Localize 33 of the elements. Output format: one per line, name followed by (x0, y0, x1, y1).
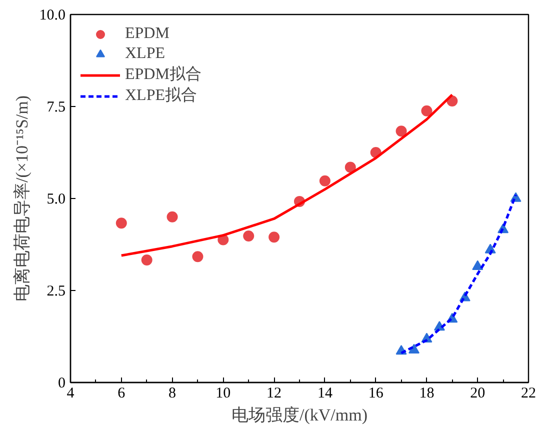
y-tick-label: 7.5 (46, 100, 66, 116)
y-tick-label: 10.0 (39, 8, 66, 24)
point (243, 230, 254, 242)
point (192, 251, 204, 262)
point (472, 260, 484, 270)
x-tick-label: 20 (470, 386, 486, 402)
point (344, 162, 356, 173)
y-tick-label: 0 (58, 376, 66, 392)
x-tick-label: 22 (521, 386, 536, 402)
x-tick-label: 14 (317, 386, 333, 402)
point (166, 211, 178, 222)
x-tick-label: 16 (368, 386, 384, 402)
legend-label: XLPE (125, 45, 165, 63)
point (421, 105, 432, 116)
x-tick-label: 12 (266, 386, 282, 402)
point (396, 126, 407, 137)
legend-label: EPDM (125, 25, 170, 43)
x-tick-label: 8 (168, 386, 176, 402)
point (319, 175, 330, 186)
point (116, 218, 127, 229)
x-tick-label: 18 (419, 386, 434, 402)
y-axis-title: 电离电荷电导率/(×10⁻¹⁵S/m) (12, 95, 32, 302)
legend-label: XLPE拟合 (125, 86, 197, 106)
legend-label: EPDM拟合 (125, 64, 202, 85)
point (408, 344, 420, 354)
point (268, 232, 280, 243)
x-tick-label: 10 (216, 386, 231, 402)
y-tick-label: 2.5 (46, 284, 66, 300)
point (141, 254, 152, 266)
x-tick-label: 6 (118, 386, 126, 402)
y-tick-label: 5.0 (46, 192, 66, 208)
x-tick-label: 4 (66, 386, 75, 402)
x-axis-title: 电场强度/(kV/mm) (232, 406, 368, 424)
